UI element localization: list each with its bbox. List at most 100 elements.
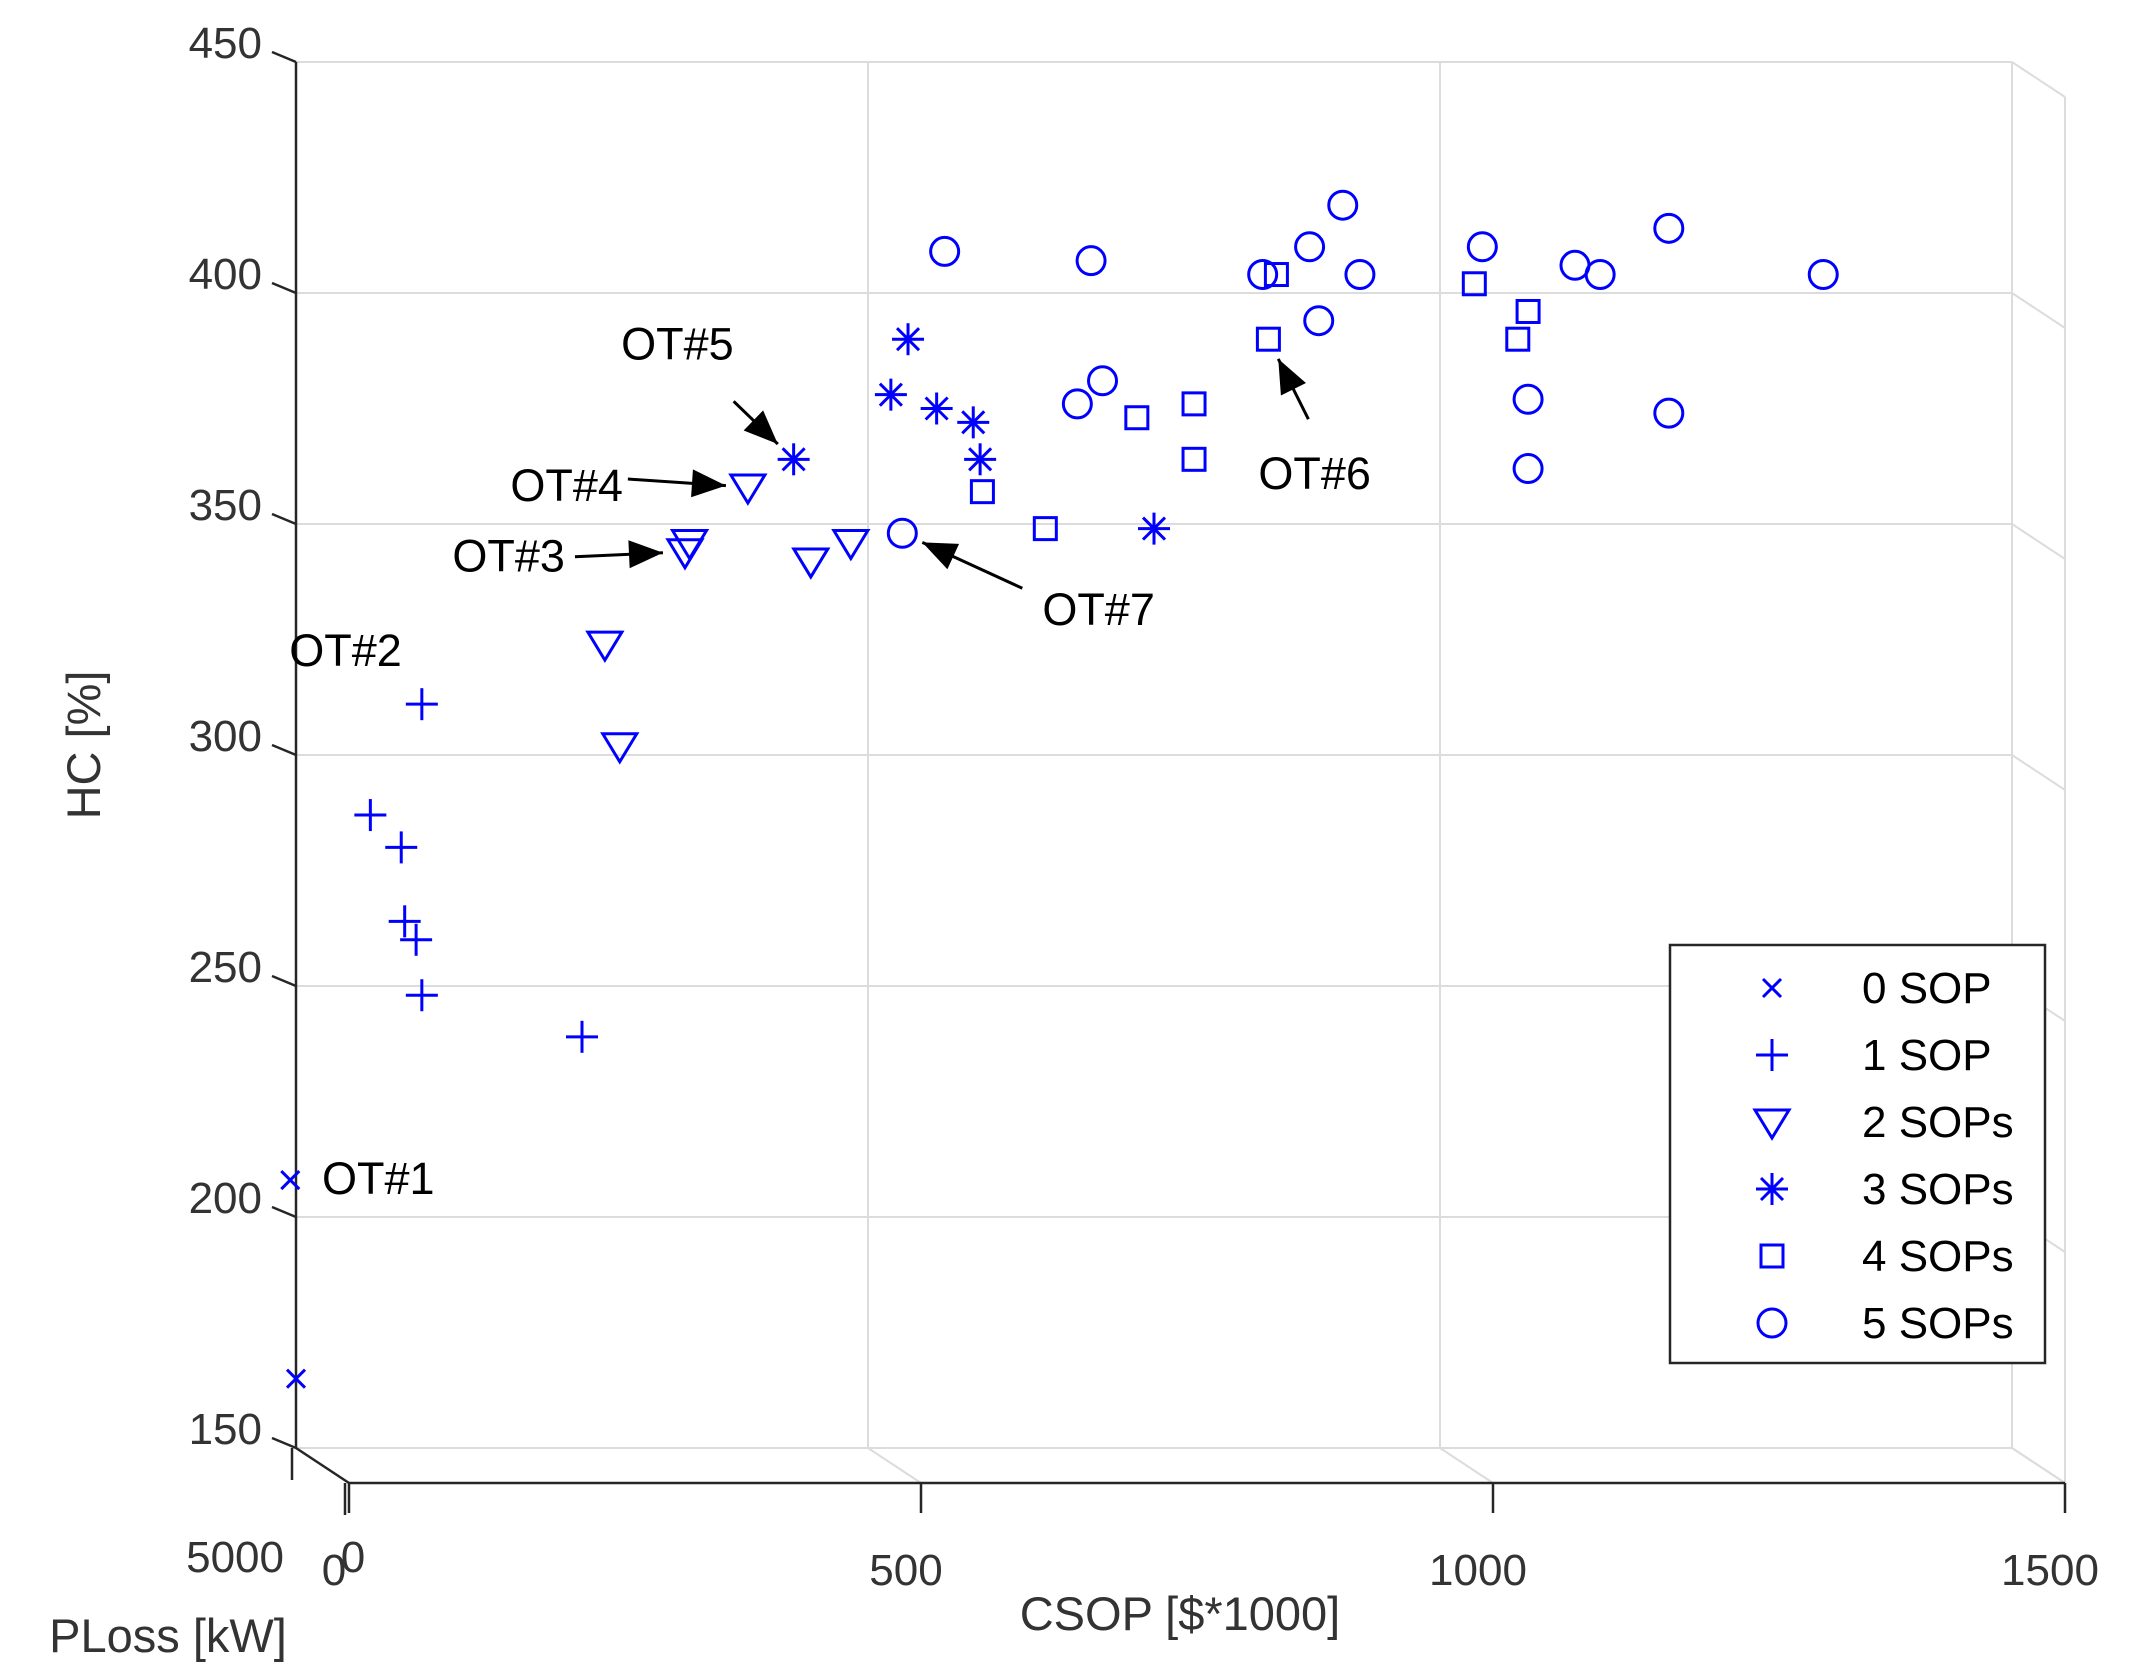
- marker-shape: [1461, 271, 1487, 297]
- data-point: [1653, 212, 1685, 244]
- tick-labels: 150 200 250 300 350 400 450 0 500 1000 1500 5000 0: [186, 19, 2099, 1595]
- grid-depth-line-x: [1439, 1447, 1494, 1484]
- marker-shape: [831, 528, 871, 562]
- data-point: [964, 443, 997, 476]
- data-point: [892, 323, 925, 356]
- y-tick-label: 250: [189, 943, 262, 992]
- marker-shape: [1294, 231, 1326, 263]
- legend-marker: [1756, 1173, 1788, 1205]
- y-tick: [271, 512, 297, 526]
- y-axis-label: HC [%]: [57, 671, 110, 820]
- data-point: [400, 923, 433, 956]
- annotation-label: OT#3: [452, 531, 565, 582]
- data-point: [1327, 189, 1359, 221]
- legend-label: 0 SOP: [1862, 964, 1992, 1013]
- marker-shape: [1075, 245, 1107, 277]
- data-point: [1255, 326, 1281, 352]
- marker-shape: [1759, 1243, 1785, 1269]
- marker-shape: [1327, 189, 1359, 221]
- y-tick-label: 400: [189, 250, 262, 299]
- data-point: [1138, 512, 1170, 545]
- data-point: [831, 528, 871, 562]
- marker-stroke: [895, 327, 921, 352]
- legend-label: 3 SOPs: [1862, 1165, 2014, 1214]
- data-point: [1075, 245, 1107, 277]
- data-point: [1124, 405, 1150, 431]
- data-point: [874, 378, 907, 411]
- annotation-arrow-head: [691, 469, 726, 498]
- data-point: [1061, 388, 1093, 420]
- z-axis-label: PLoss [kW]: [49, 1609, 287, 1662]
- data-point: [665, 538, 705, 571]
- data-markers: [280, 189, 1839, 1389]
- data-point: [405, 688, 438, 721]
- y-tick-label: 200: [189, 1174, 262, 1223]
- marker-stroke: [781, 447, 806, 472]
- legend-label: 5 SOPs: [1862, 1299, 2014, 1348]
- marker-shape: [1087, 365, 1119, 397]
- marker-shape: [1653, 397, 1685, 429]
- data-point: [280, 1169, 301, 1191]
- legend-marker: [1752, 1108, 1792, 1141]
- data-point: [585, 630, 625, 664]
- y-tick: [271, 1205, 297, 1219]
- data-point: [1303, 305, 1335, 337]
- marker-shape: [600, 732, 640, 765]
- annotations: OT#1 OT#2 OT#3 OT#4 OT#5 OT#6 OT#7: [289, 318, 1371, 1204]
- marker-shape: [1512, 453, 1544, 485]
- marker-shape: [929, 235, 961, 267]
- data-point: [1466, 231, 1498, 263]
- data-point: [1584, 259, 1616, 291]
- marker-stroke: [1759, 1176, 1785, 1202]
- marker-shape: [585, 630, 625, 664]
- grid-depth-line-y: [2011, 61, 2066, 98]
- annotation-arrow-head: [922, 542, 960, 570]
- data-point: [1653, 397, 1685, 429]
- x-axis-label: CSOP [$*1000]: [1020, 1587, 1341, 1640]
- marker-shape: [969, 479, 995, 505]
- grid-depth-line-x: [2011, 1447, 2066, 1484]
- y-tick: [271, 743, 297, 757]
- marker-shape: [1263, 262, 1289, 288]
- y-tick-label: 450: [189, 19, 262, 68]
- marker-stroke: [961, 410, 986, 435]
- annotation-arrow-head: [1278, 358, 1306, 396]
- marker-shape: [1756, 1307, 1788, 1339]
- data-point: [1515, 298, 1541, 324]
- marker-shape: [1653, 212, 1685, 244]
- legend-marker: [1761, 977, 1783, 999]
- marker-shape: [1255, 326, 1281, 352]
- data-point: [969, 479, 995, 505]
- data-point: [886, 517, 918, 549]
- marker-shape: [728, 473, 768, 506]
- data-point: [354, 799, 387, 832]
- data-point: [405, 979, 438, 1012]
- y-tick: [271, 50, 297, 64]
- y-tick-label: 150: [189, 1405, 262, 1454]
- axis-layer: [271, 50, 2067, 1515]
- marker-shape: [1181, 391, 1207, 417]
- data-point: [1344, 259, 1376, 291]
- annotation-label: OT#6: [1258, 448, 1371, 499]
- marker-shape: [1807, 259, 1839, 291]
- legend-label: 2 SOPs: [1862, 1098, 2014, 1147]
- marker-stroke: [968, 447, 993, 472]
- data-point: [1263, 262, 1289, 288]
- data-point: [1087, 365, 1119, 397]
- data-point: [1461, 271, 1487, 297]
- data-point: [385, 831, 418, 864]
- y-tick: [271, 281, 297, 295]
- marker-shape: [1752, 1108, 1792, 1141]
- marker-shape: [1512, 383, 1544, 415]
- data-point: [929, 235, 961, 267]
- grid-depth-line-y: [2011, 523, 2066, 560]
- legend: 0 SOP 1 SOP 2 SOPs 3 SOPs 4 SOPs 5 SOPs: [1668, 943, 2047, 1365]
- annotation-label: OT#4: [510, 460, 623, 511]
- y-tick-label: 350: [189, 481, 262, 530]
- marker-shape: [886, 517, 918, 549]
- data-point: [1807, 259, 1839, 291]
- y-tick-label: 300: [189, 712, 262, 761]
- legend-label: 4 SOPs: [1862, 1232, 2014, 1281]
- x-tick-label: 1500: [2001, 1546, 2099, 1595]
